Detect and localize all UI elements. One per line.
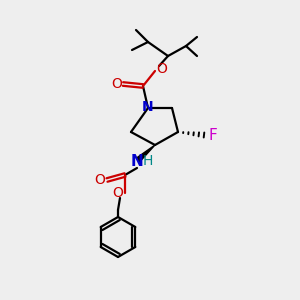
Polygon shape [136,145,155,162]
Text: N: N [142,100,154,114]
Text: O: O [112,77,122,91]
Text: O: O [157,62,167,76]
Text: O: O [94,173,105,187]
Text: N: N [130,154,143,169]
Text: H: H [143,154,153,168]
Text: F: F [208,128,217,142]
Text: O: O [112,186,123,200]
